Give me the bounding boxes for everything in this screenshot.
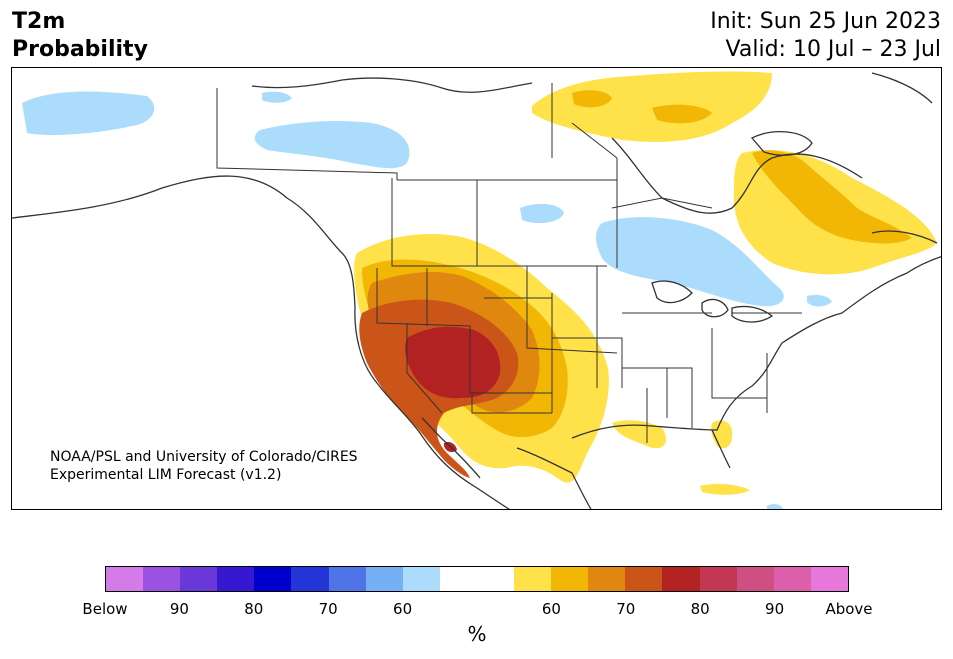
colorbar-swatch [662, 567, 700, 591]
colorbar-swatch [180, 567, 218, 591]
colorbar-swatch [402, 567, 440, 591]
colorbar-swatch [810, 567, 848, 591]
colorbar-swatch [736, 567, 774, 591]
colorbar-tick-label: 80 [690, 600, 710, 618]
colorbar-swatch [439, 567, 477, 591]
colorbar-tick-label: 60 [393, 600, 413, 618]
colorbar [105, 566, 849, 592]
colorbar-swatch [291, 567, 329, 591]
forecast-dates: Init: Sun 25 Jun 2023 Valid: 10 Jul – 23… [710, 8, 941, 64]
colorbar-tick-label: Above [825, 600, 873, 618]
colorbar-swatch [365, 567, 403, 591]
credit-line-2: Experimental LIM Forecast (v1.2) [50, 467, 282, 483]
colorbar-swatch [217, 567, 255, 591]
colorbar-swatch [588, 567, 626, 591]
colorbar-tick-label: 80 [244, 600, 264, 618]
colorbar-tick-label: 70 [616, 600, 636, 618]
coastlines [12, 72, 941, 509]
colorbar-tick-label: 60 [541, 600, 561, 618]
colorbar-tick-label: 70 [318, 600, 338, 618]
colorbar-tick-label: 90 [765, 600, 785, 618]
init-date: Init: Sun 25 Jun 2023 [710, 9, 941, 34]
colorbar-swatch [551, 567, 589, 591]
colorbar-swatch [514, 567, 552, 591]
valid-range: Valid: 10 Jul – 23 Jul [725, 37, 941, 62]
credit-text: NOAA/PSL and University of Colorado/CIRE… [50, 448, 358, 484]
colorbar-tick-label: Below [82, 600, 128, 618]
colorbar-swatch [773, 567, 811, 591]
colorbar-swatch [254, 567, 292, 591]
below-normal-areas [22, 91, 832, 509]
forecast-map: NOAA/PSL and University of Colorado/CIRE… [11, 67, 942, 510]
colorbar-swatch [106, 567, 144, 591]
colorbar-swatch [328, 567, 366, 591]
colorbar-unit: % [467, 622, 487, 646]
colorbar-swatch [699, 567, 737, 591]
map-title: T2m Probability [12, 8, 148, 64]
product-label: Probability [12, 37, 148, 62]
colorbar-swatch [143, 567, 181, 591]
political-borders [216, 83, 802, 443]
colorbar-swatch [625, 567, 663, 591]
colorbar-swatch [476, 567, 515, 591]
colorbar-tick-label: 90 [169, 600, 189, 618]
credit-line-1: NOAA/PSL and University of Colorado/CIRE… [50, 449, 358, 465]
variable-label: T2m [12, 9, 66, 34]
map-canvas [12, 71, 941, 509]
